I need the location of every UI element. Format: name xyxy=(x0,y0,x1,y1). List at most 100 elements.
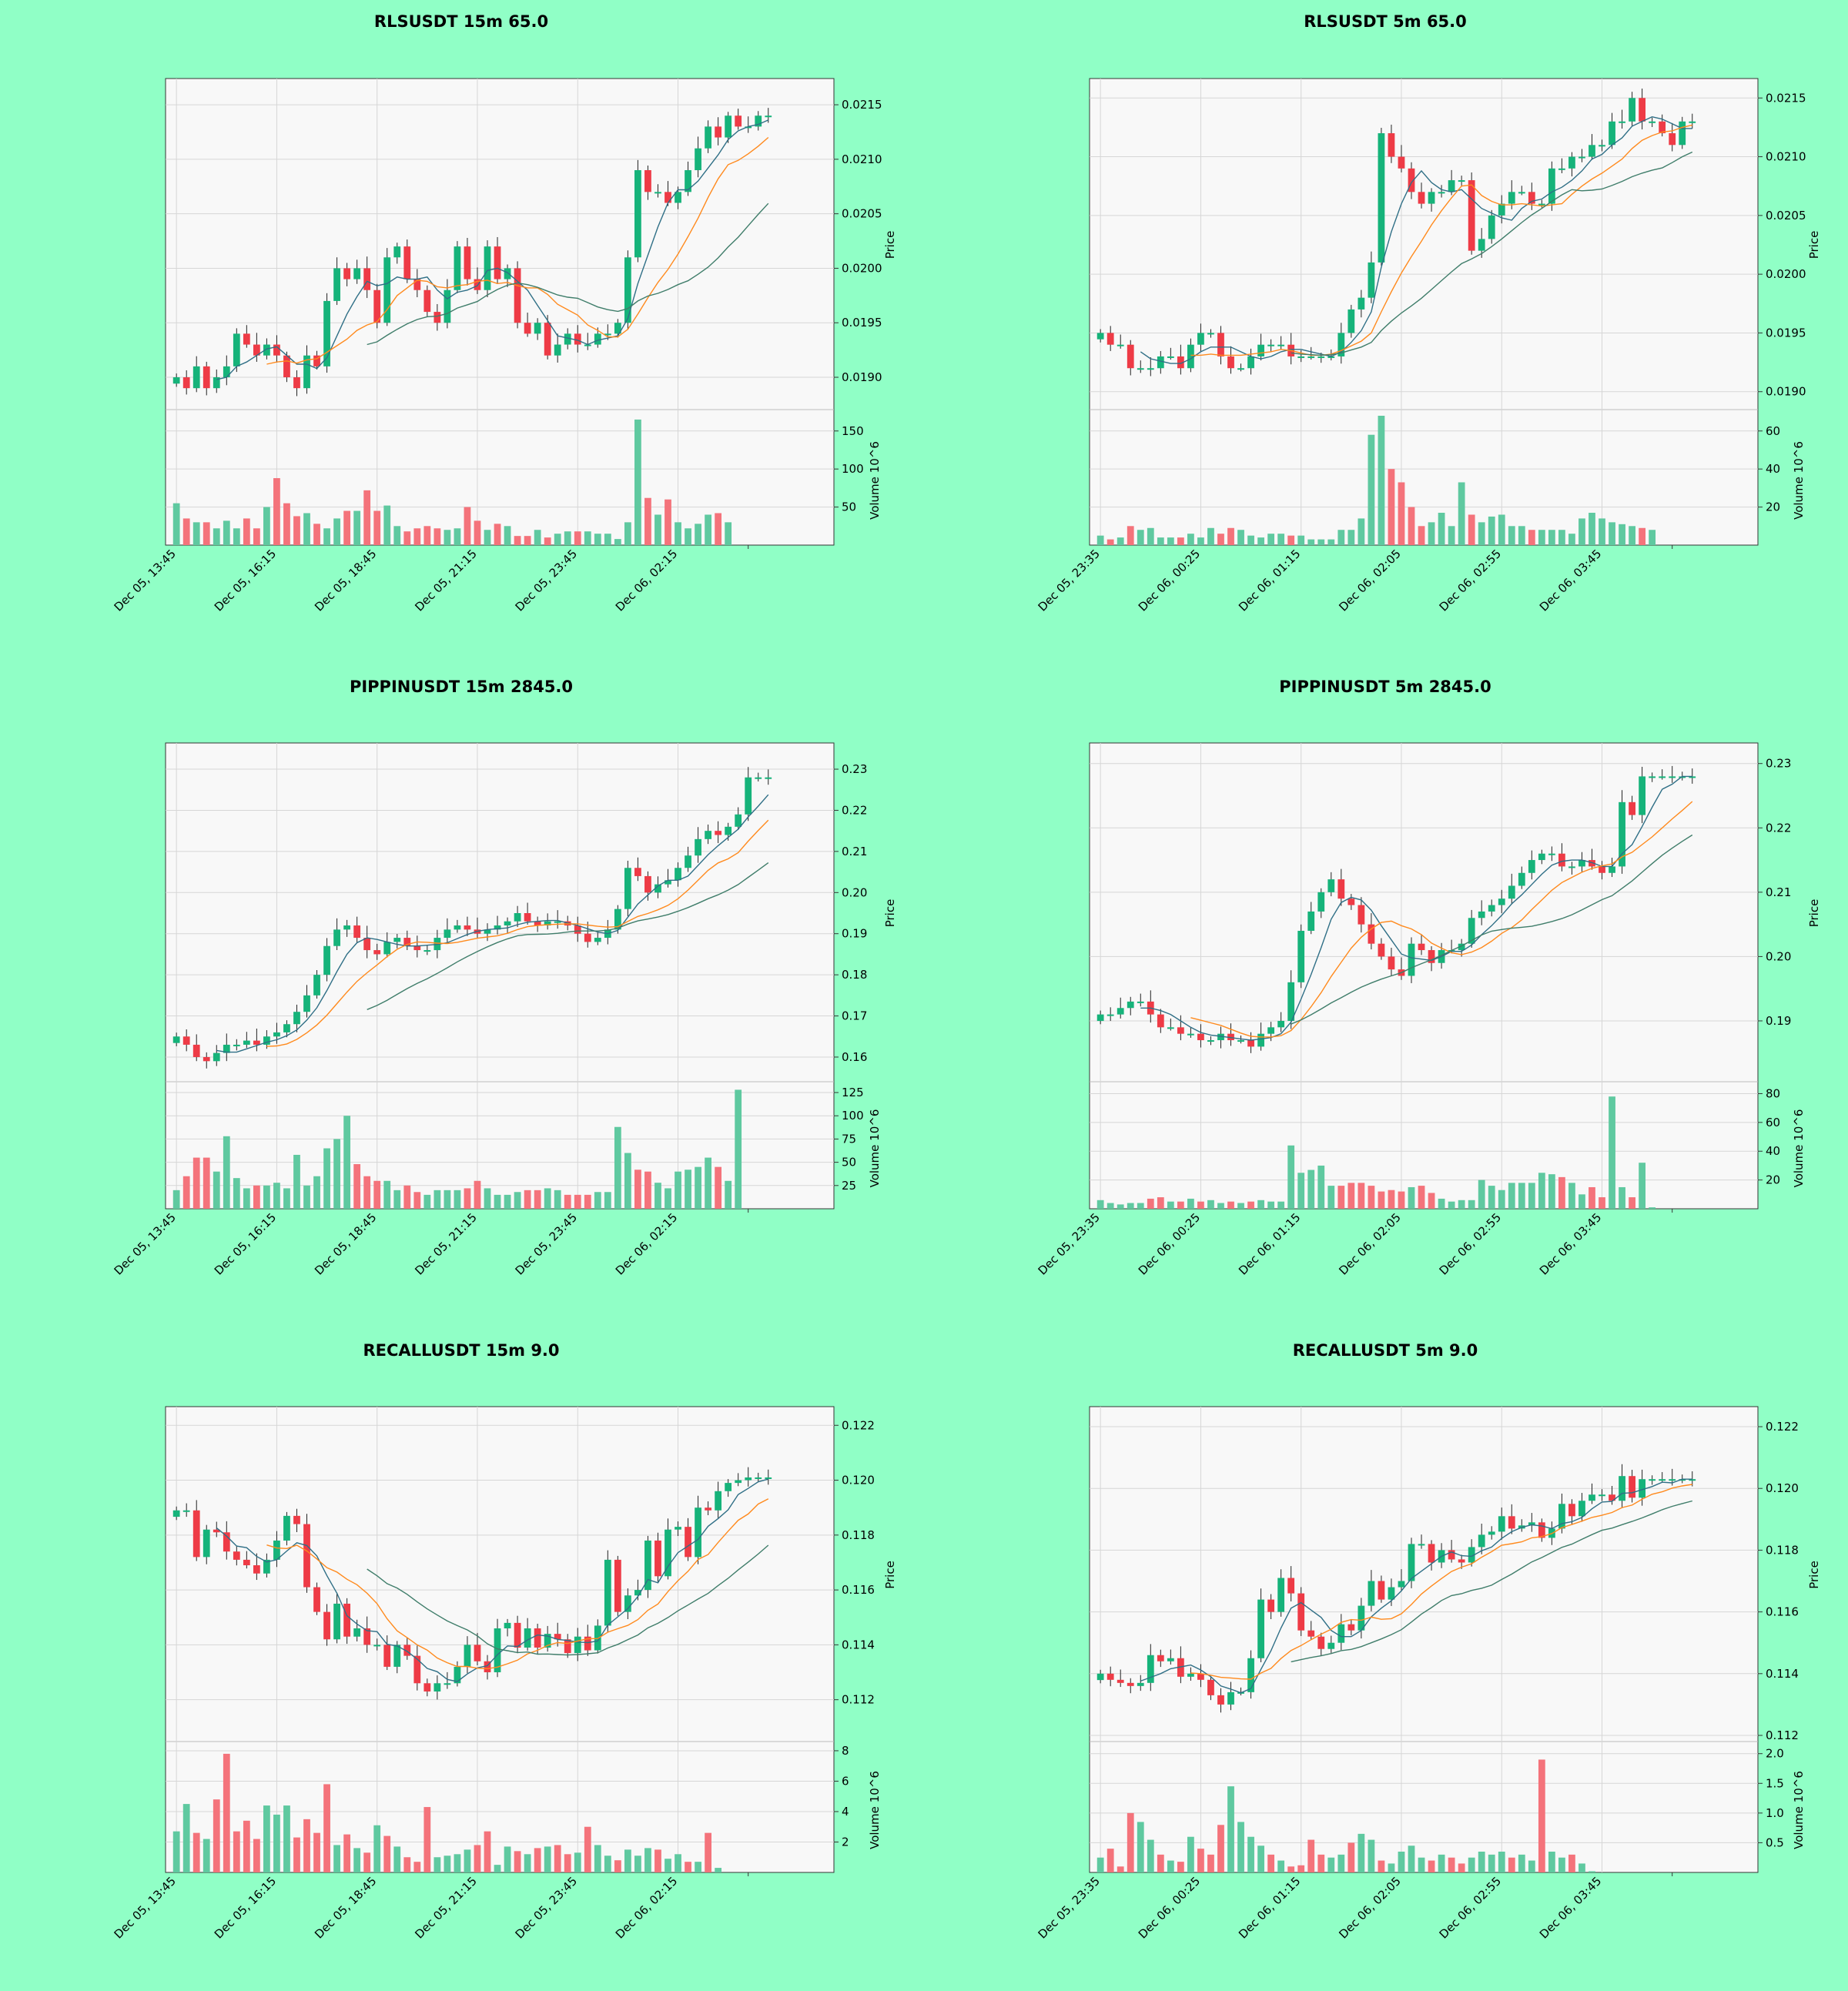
candle-body xyxy=(1388,133,1395,157)
candle-body xyxy=(1408,1544,1415,1581)
candle-body xyxy=(1518,192,1525,194)
price-tick-label: 0.22 xyxy=(1766,821,1791,835)
candle-body xyxy=(1378,1581,1385,1600)
volume-bar xyxy=(464,507,471,545)
volume-bar xyxy=(1548,1174,1555,1209)
candle-body xyxy=(1116,1008,1124,1015)
volume-bar xyxy=(624,1849,631,1872)
volume-bar xyxy=(383,1180,391,1209)
candle-body xyxy=(1488,905,1495,912)
candle-body xyxy=(1127,1682,1134,1686)
volume-bar xyxy=(1116,537,1124,545)
moving-average-line xyxy=(1190,1484,1692,1680)
candle-body xyxy=(223,1532,230,1552)
volume-bar xyxy=(253,528,260,545)
vol-tick-label: 20 xyxy=(1766,500,1780,514)
candle-body xyxy=(1257,1599,1264,1658)
chart-panel: RLSUSDT 15m 65.0 Dec 05, 13:45 Dec 05, 16:… xyxy=(112,12,897,614)
volume-bar xyxy=(524,1190,531,1209)
candle-body xyxy=(1337,333,1345,356)
volume-bar xyxy=(1488,1854,1495,1872)
price-axis-label: Price xyxy=(883,1561,897,1589)
x-tick-label: Dec 05, 21:15 xyxy=(412,1874,479,1941)
candle-body xyxy=(1538,853,1545,861)
candle-body xyxy=(1568,156,1575,169)
volume-bar xyxy=(192,1157,200,1209)
volume-bar xyxy=(675,522,681,545)
volume-bar xyxy=(1378,1860,1385,1872)
candle-body xyxy=(474,1645,481,1661)
volume-bar xyxy=(1599,1197,1605,1209)
candle-body xyxy=(1508,885,1515,899)
volume-bar xyxy=(1368,434,1375,545)
x-tick-label: Dec 05, 18:45 xyxy=(312,1210,379,1277)
volume-bar xyxy=(1609,1096,1615,1209)
candle-body xyxy=(333,1603,340,1640)
volume-bar xyxy=(283,1805,290,1872)
volume-bar xyxy=(685,1170,691,1209)
x-tick-label: Dec 06, 01:15 xyxy=(1236,1874,1303,1941)
volume-bar xyxy=(1538,1173,1545,1209)
volume-bar xyxy=(323,1148,330,1209)
price-axis-label: Price xyxy=(883,899,897,928)
volume-bar xyxy=(604,1855,611,1872)
candle-body xyxy=(1247,356,1254,369)
candle-body xyxy=(675,868,681,881)
volume-bar xyxy=(1538,1759,1545,1872)
volume-bar xyxy=(343,1116,351,1209)
candle-body xyxy=(454,1666,461,1684)
volume-bar xyxy=(1578,518,1585,545)
volume-bar xyxy=(604,1192,611,1209)
volume-bar xyxy=(1639,527,1646,545)
moving-average-line xyxy=(266,136,769,365)
candle-body xyxy=(343,925,351,930)
candle-body xyxy=(1629,801,1635,815)
moving-average-line xyxy=(1291,1500,1692,1663)
candle-body xyxy=(1528,1522,1535,1526)
candle-body xyxy=(654,192,661,194)
candle-body xyxy=(675,192,681,203)
x-tick-label: Dec 05, 23:35 xyxy=(1036,1874,1103,1941)
x-tick-label: Dec 05, 13:45 xyxy=(112,547,179,614)
candle-body xyxy=(243,1040,250,1045)
candle-body xyxy=(343,1603,351,1637)
candle-body xyxy=(192,1510,200,1558)
volume-bar xyxy=(1197,1849,1204,1872)
candle-body xyxy=(1589,1494,1595,1501)
candle-body xyxy=(1337,1624,1345,1643)
candle-body xyxy=(1558,853,1565,867)
volume-bar xyxy=(1558,1857,1565,1872)
candle-body xyxy=(1629,1476,1635,1498)
volume-bar xyxy=(1297,535,1305,545)
price-tick-label: 0.0200 xyxy=(1766,267,1806,281)
candle-body xyxy=(644,1540,651,1591)
candle-body xyxy=(534,1628,541,1648)
volume-bar xyxy=(213,1171,220,1209)
candle-body xyxy=(1578,860,1585,867)
candle-body xyxy=(1207,333,1214,335)
volume-bar xyxy=(363,490,371,545)
candle-body xyxy=(1488,215,1495,239)
volume-bar xyxy=(1177,537,1184,545)
volume-bar xyxy=(715,1166,722,1209)
x-tick-label: Dec 06, 02:05 xyxy=(1336,547,1403,614)
candle-body xyxy=(464,246,471,279)
candle-body xyxy=(544,1634,551,1648)
candle-body xyxy=(1578,1501,1585,1517)
volume-bar xyxy=(1157,537,1164,545)
candle-body xyxy=(745,1477,752,1481)
candle-body xyxy=(594,938,601,942)
price-tick-label: 0.23 xyxy=(842,762,867,776)
volume-bar xyxy=(1418,1857,1425,1872)
candle-body xyxy=(765,777,772,779)
volume-bar xyxy=(233,1178,240,1209)
volume-bar xyxy=(1458,482,1465,545)
candle-body xyxy=(1398,1581,1405,1588)
candle-body xyxy=(293,1515,300,1524)
candle-body xyxy=(303,355,310,389)
x-tick-label: Dec 05, 16:15 xyxy=(212,1210,279,1277)
candle-body xyxy=(1348,309,1355,333)
candle-body xyxy=(504,1622,511,1628)
candle-body xyxy=(624,868,631,909)
moving-average-line xyxy=(266,1498,769,1670)
